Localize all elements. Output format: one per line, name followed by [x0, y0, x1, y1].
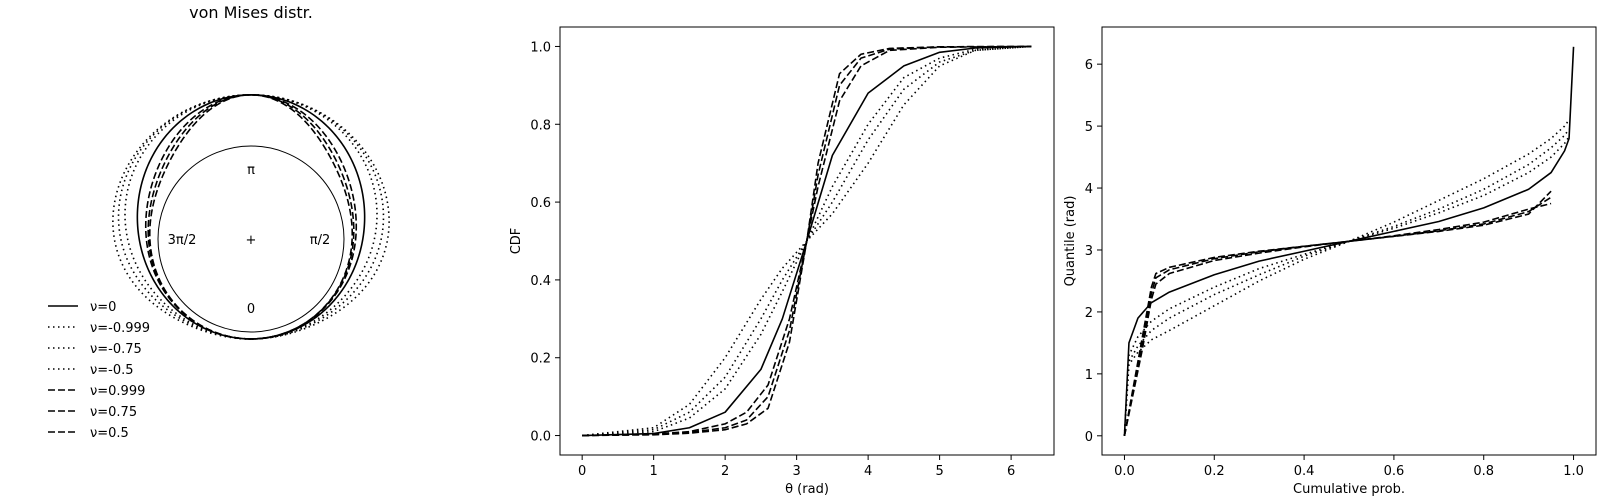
x-tick-label-1: 1: [650, 464, 658, 479]
x-tick-label-2: 0.4: [1294, 464, 1315, 479]
polar-label-left: 3π/2: [168, 233, 197, 248]
y-tick-label-3: 3: [1085, 244, 1093, 259]
legend-label-6: ν=0.5: [90, 426, 129, 441]
y-tick-label-2: 0.4: [530, 274, 551, 289]
polar-curve-6: [144, 94, 358, 340]
y-tick-label-4: 0.8: [530, 118, 551, 133]
series-line-6: [1123, 202, 1552, 436]
polar-title: von Mises distr.: [189, 3, 313, 22]
series-line-4: [582, 45, 1032, 437]
y-tick-label-6: 6: [1085, 58, 1093, 73]
x-tick-label-0: 0: [578, 464, 586, 479]
x-tick-label-1: 0.2: [1204, 464, 1225, 479]
series-line-6: [582, 45, 1032, 437]
polar-label-center: +: [246, 233, 257, 248]
polar-unit-circle: [157, 145, 345, 333]
legend: ν=0 ν=-0.999 ν=-0.75 ν=-0.5 ν=0.999 ν=0.75 ν=0…: [48, 300, 150, 441]
series-line-5: [1123, 196, 1552, 436]
y-tick-label-2: 2: [1085, 306, 1093, 321]
polar-label-top: π: [247, 163, 255, 178]
x-tick-label-2: 2: [721, 464, 729, 479]
y-tick-label-1: 0.2: [530, 352, 551, 367]
quantile-x-ticks: 0.0 0.2 0.4 0.6 0.8 1.0: [1114, 455, 1584, 479]
cdf-panel: 0 1 2 3 4 5 6 0.0 0.2 0.4 0.6 0.8 1.0 θ (rad) CDF: [509, 26, 1055, 497]
legend-label-4: ν=0.999: [90, 384, 145, 399]
quantile-ylabel: Quantile (rad): [1063, 196, 1078, 287]
quantile-y-ticks: 0 1 2 3 4 5 6: [1085, 58, 1102, 445]
legend-label-2: ν=-0.75: [90, 342, 142, 357]
series-line-4: [1123, 190, 1552, 436]
cdf-y-ticks: 0.0 0.2 0.4 0.6 0.8 1.0: [530, 40, 560, 445]
y-tick-label-3: 0.6: [530, 196, 551, 211]
series-line-3: [1123, 136, 1570, 436]
quantile-lines: [1123, 46, 1575, 436]
legend-label-0: ν=0: [90, 300, 116, 315]
x-tick-label-3: 3: [792, 464, 800, 479]
x-tick-label-3: 0.6: [1384, 464, 1405, 479]
cdf-x-ticks: 0 1 2 3 4 5 6: [578, 455, 1015, 479]
polar-label-right: π/2: [310, 233, 330, 248]
y-tick-label-4: 4: [1085, 182, 1093, 197]
series-line-2: [1123, 128, 1570, 436]
cdf-lines: [582, 45, 1032, 437]
cdf-axes-frame: [559, 26, 1055, 456]
polar-curves: [112, 94, 390, 340]
x-tick-label-5: 5: [935, 464, 943, 479]
x-tick-label-4: 0.8: [1473, 464, 1494, 479]
legend-label-1: ν=-0.999: [90, 321, 150, 336]
y-tick-label-5: 5: [1085, 120, 1093, 135]
x-tick-label-6: 6: [1007, 464, 1015, 479]
polar-panel: von Mises distr. π π/2 3π/2 + 0 ν=0 ν=-0.…: [48, 3, 390, 441]
y-tick-label-1: 1: [1085, 368, 1093, 383]
polar-curve-2: [117, 94, 385, 340]
series-line-5: [582, 45, 1032, 437]
x-tick-label-5: 1.0: [1563, 464, 1584, 479]
y-tick-label-5: 1.0: [530, 40, 551, 55]
series-line-1: [1123, 119, 1570, 436]
cdf-ylabel: CDF: [509, 228, 524, 255]
quantile-panel: 0.0 0.2 0.4 0.6 0.8 1.0 0 1 2 3 4 5 6 Cumulative pr…: [1063, 26, 1597, 497]
quantile-xlabel: Cumulative prob.: [1293, 482, 1405, 497]
cdf-xlabel: θ (rad): [785, 482, 829, 497]
polar-curve-5: [147, 94, 355, 340]
x-tick-label-4: 4: [864, 464, 872, 479]
y-tick-label-0: 0.0: [530, 430, 551, 445]
x-tick-label-0: 0.0: [1114, 464, 1135, 479]
legend-label-3: ν=-0.5: [90, 363, 134, 378]
quantile-axes-frame: [1101, 26, 1597, 456]
legend-label-5: ν=0.75: [90, 405, 137, 420]
polar-label-bottom: 0: [247, 302, 255, 317]
y-tick-label-0: 0: [1085, 430, 1093, 445]
